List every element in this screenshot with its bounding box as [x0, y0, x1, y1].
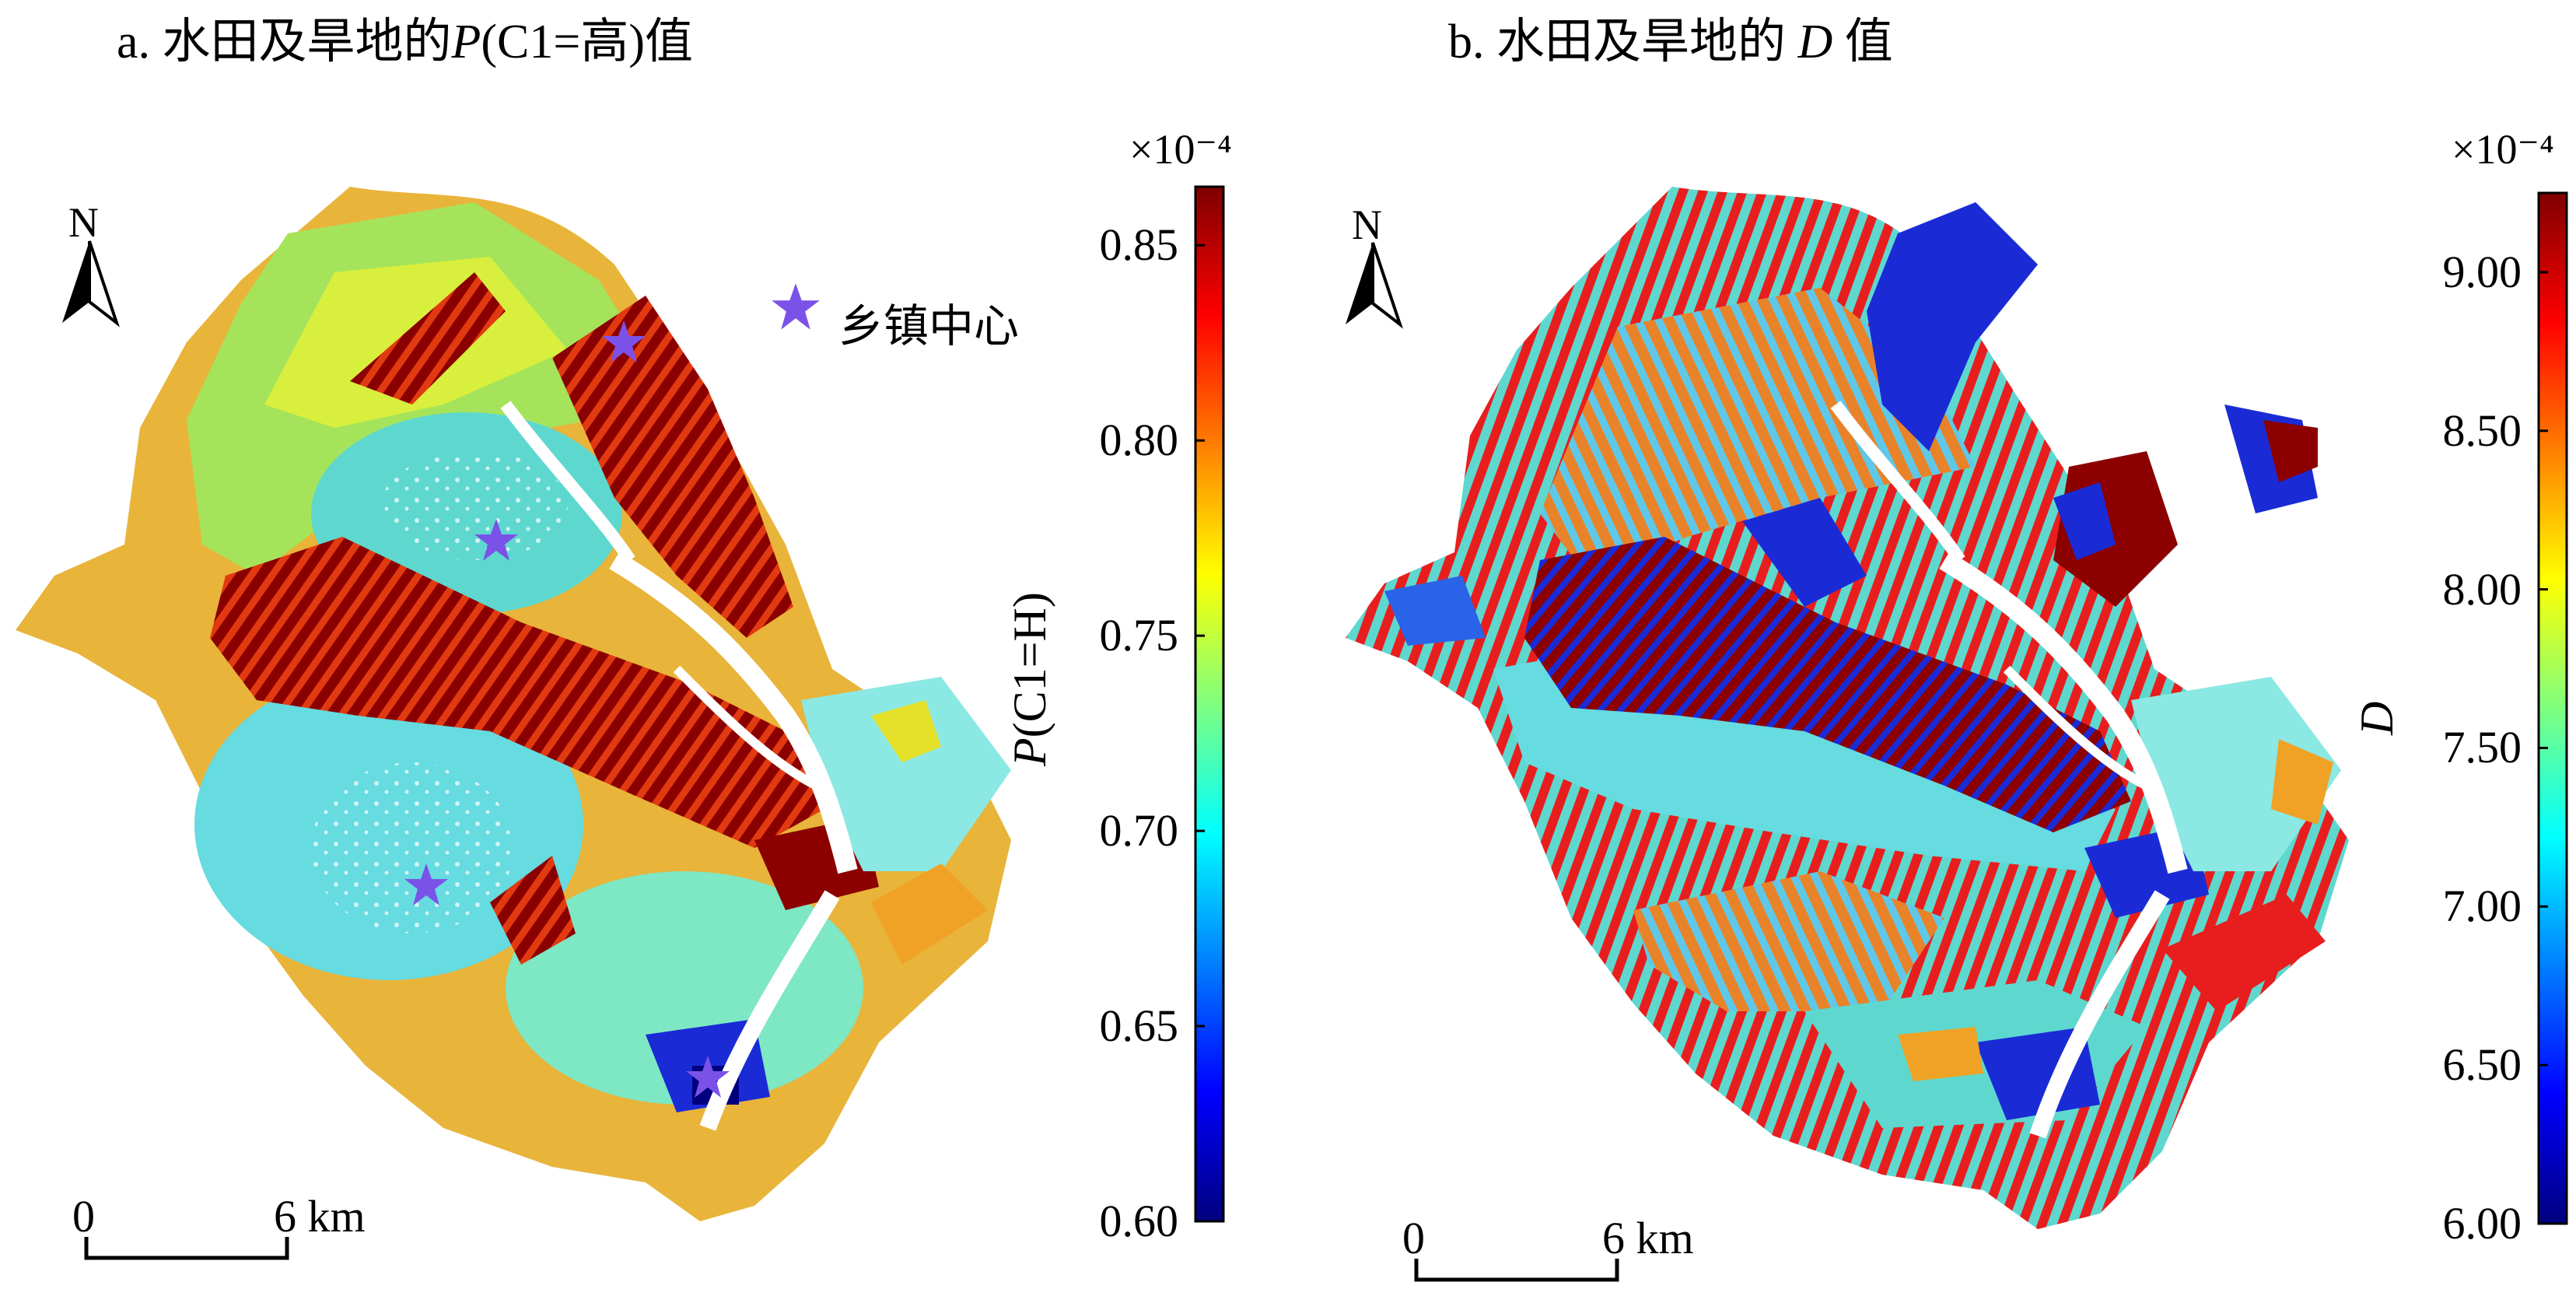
colorbar-tick-label: 6.50 [2442, 1039, 2522, 1091]
map-region-orange [1540, 288, 1976, 576]
map-region-high-2 [1867, 202, 2038, 451]
colorbar-b-multiplier: ×10⁻⁴ [2452, 126, 2554, 173]
colorbar-tick-label: 0.70 [1099, 805, 1179, 856]
map-river [1939, 551, 2188, 874]
panel-b-title: b. 水田及旱地的 D 值 [1448, 16, 1893, 68]
north-arrow-icon [1346, 242, 1403, 329]
north-arrow-icon [62, 240, 120, 328]
map-river [609, 551, 858, 874]
colorbar-tick-label: 0.80 [1099, 415, 1179, 466]
colorbar-tick-label: 7.50 [2442, 722, 2522, 773]
map-panel-a [16, 187, 1011, 1221]
legend-star-icon [772, 283, 820, 330]
town-center-star-icon [404, 863, 448, 905]
north-label-a: N [68, 199, 99, 246]
scale-end-b: 6 km [1602, 1213, 1694, 1263]
colorbar-tick-label: 6.00 [2442, 1198, 2522, 1249]
town-center-star-icon [602, 320, 646, 363]
map-region-high-1 [210, 537, 824, 848]
north-label-b: N [1352, 201, 1382, 248]
town-center-star-icon [686, 1056, 730, 1098]
scale-start-b: 0 [1402, 1213, 1425, 1263]
colorbar-b [2537, 191, 2568, 1225]
map-region-high-2 [552, 296, 793, 638]
colorbar-tick-label: 8.00 [2442, 563, 2522, 615]
colorbar-tick-label: 0.60 [1099, 1196, 1179, 1246]
colorbar-a-axis-label: P(C1=H) [1004, 592, 1055, 766]
colorbar-tick-label: 7.00 [2442, 881, 2522, 932]
map-panel-b [1346, 187, 2349, 1229]
town-center-star-icon [474, 519, 518, 561]
colorbar-tick-label: 8.50 [2442, 405, 2522, 456]
map-zone-cyan-3 [506, 871, 863, 1105]
scale-end-a: 6 km [274, 1191, 366, 1242]
scale-bar-b [1414, 1259, 1619, 1282]
panel-a-title: a. 水田及旱地的P(C1=高)值 [117, 16, 694, 68]
scale-start-a: 0 [72, 1191, 95, 1242]
colorbar-tick-label: 0.75 [1099, 610, 1179, 661]
colorbar-a [1194, 185, 1225, 1223]
scale-bar-a [84, 1237, 289, 1260]
map-region-high-1 [1524, 537, 2131, 832]
colorbar-tick-label: 9.00 [2442, 246, 2522, 297]
colorbar-b-axis-label: D [2351, 701, 2403, 735]
colorbar-tick-label: 0.85 [1099, 219, 1179, 271]
colorbar-a-multiplier: ×10⁻⁴ [1129, 126, 1232, 173]
legend-label-town-center: 乡镇中心 [838, 301, 1020, 352]
colorbar-tick-label: 0.65 [1099, 1000, 1179, 1052]
